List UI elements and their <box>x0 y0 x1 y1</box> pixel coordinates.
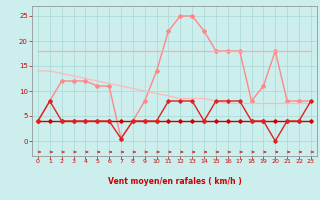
X-axis label: Vent moyen/en rafales ( km/h ): Vent moyen/en rafales ( km/h ) <box>108 177 241 186</box>
